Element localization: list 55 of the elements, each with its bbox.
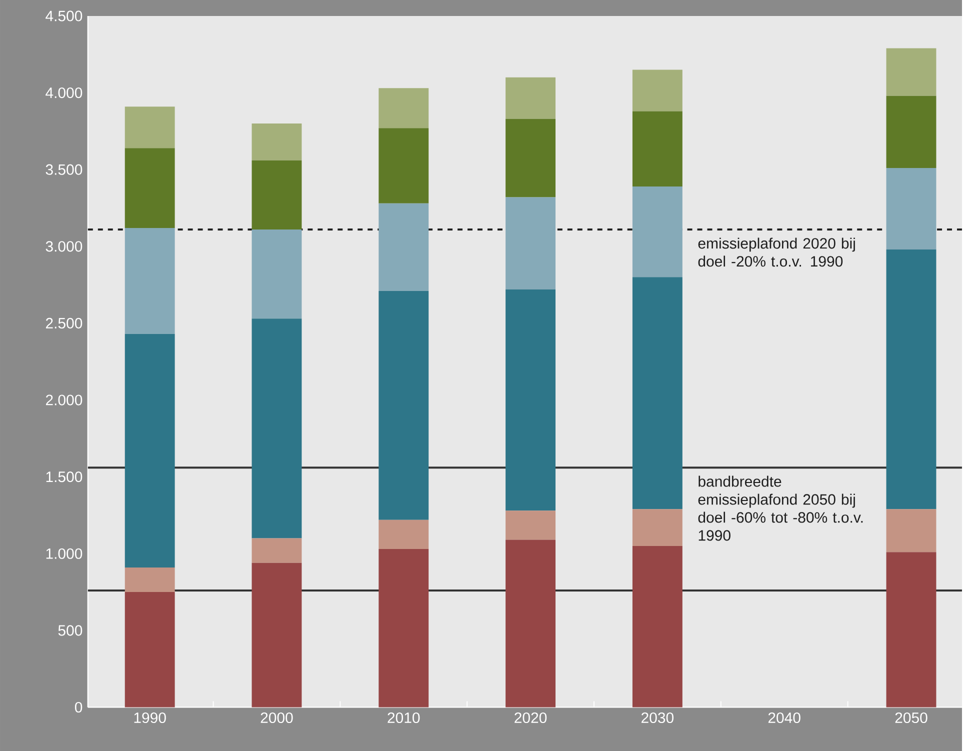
bar	[252, 538, 302, 563]
bar	[124, 592, 175, 708]
bar	[378, 128, 429, 204]
y-tick-label: 4.000	[46, 87, 82, 98]
bar	[124, 228, 175, 334]
bar	[632, 546, 682, 708]
bar	[886, 48, 936, 96]
bar	[886, 168, 936, 250]
x-tick-label: 2000	[260, 712, 293, 723]
y-tick-label: 3.500	[46, 164, 82, 175]
bar	[632, 508, 682, 546]
bar	[124, 567, 175, 592]
x-tick-label: 2030	[642, 712, 674, 723]
bar	[252, 562, 302, 708]
bar	[886, 249, 936, 509]
x-tick-label: 2020	[514, 712, 547, 723]
bar	[632, 186, 682, 278]
bar	[632, 70, 682, 112]
y-tick-label: 500	[58, 625, 82, 636]
bar	[252, 229, 302, 319]
bar	[632, 111, 682, 186]
bar	[124, 106, 175, 148]
y-tick-label: 4.500	[46, 10, 82, 22]
bar	[506, 197, 556, 290]
y-tick-label: 2.500	[46, 318, 82, 328]
bar	[252, 123, 302, 160]
ref-line-label: emissieplafond 2020 bij doel -20% t.o.v. 1990	[698, 238, 855, 267]
bar	[506, 77, 556, 119]
bar	[124, 334, 175, 568]
y-tick-label: 1.500	[46, 471, 82, 482]
bar	[886, 552, 936, 708]
bar	[378, 520, 429, 549]
bar	[886, 96, 936, 168]
bar	[378, 203, 429, 291]
y-tick-label: 1.000	[46, 548, 82, 559]
bar	[506, 289, 556, 511]
bar	[252, 160, 302, 230]
bar	[506, 118, 556, 198]
x-tick-label: 2050	[895, 712, 928, 723]
bar	[378, 548, 429, 708]
y-tick-label: 2.000	[46, 394, 82, 406]
ref-line-label: bandbreedte emissieplafond 2050 bij doel -60% tot -80% t.o.v. 1990	[698, 476, 863, 541]
bar	[506, 540, 556, 708]
y-tick-label: 3.000	[46, 241, 82, 252]
y-tick-label: 0	[74, 702, 82, 712]
bar	[252, 318, 302, 538]
bar	[506, 510, 556, 540]
bar	[124, 148, 175, 228]
bar	[378, 290, 429, 520]
bar	[378, 88, 429, 128]
x-tick-label: 2010	[388, 712, 420, 723]
bar	[886, 508, 936, 552]
bar	[632, 277, 682, 509]
x-tick-label: 1990	[134, 712, 166, 723]
x-tick-label: 2040	[768, 712, 800, 723]
